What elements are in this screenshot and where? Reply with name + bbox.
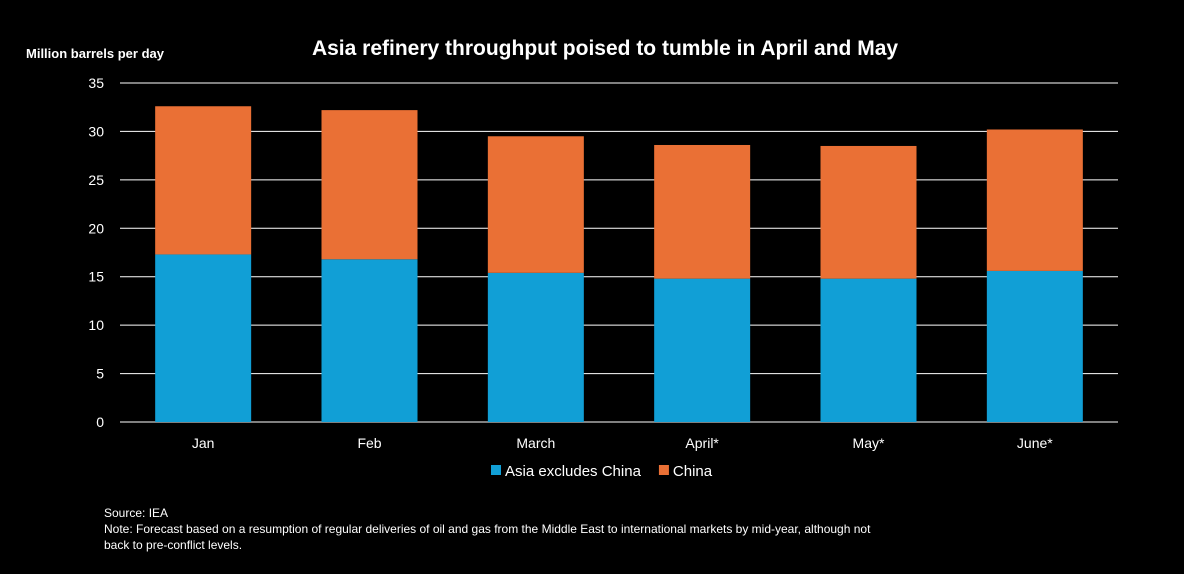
x-tick-label: April* (685, 435, 719, 451)
bar-segment-china (654, 144, 751, 279)
chart-title: Asia refinery throughput poised to tumbl… (312, 37, 898, 60)
bar-segment-asia-ex-china (820, 278, 917, 422)
source-note: Source: IEA (104, 506, 169, 520)
note-line-1: Note: Forecast based on a resumption of … (104, 522, 871, 536)
y-tick-label: 15 (88, 269, 104, 285)
legend-swatch (491, 465, 501, 475)
x-tick-label: May* (853, 435, 885, 451)
footer-notes: Source: IEA Note: Forecast based on a re… (104, 505, 1004, 553)
y-tick-label: 0 (96, 414, 104, 430)
y-axis-ticks: 0 5 10 15 20 25 30 35 (88, 75, 104, 430)
y-tick-label: 35 (88, 75, 104, 91)
bar-segment-china (820, 145, 917, 279)
x-axis-ticks: Jan Feb March April* May* June* (192, 435, 1053, 451)
x-tick-label: Feb (357, 435, 381, 451)
legend-label: Asia excludes China (505, 463, 642, 480)
legend-label: China (673, 463, 713, 480)
bar-segment-asia-ex-china (986, 270, 1083, 422)
bar-segment-asia-ex-china (321, 259, 418, 422)
y-tick-label: 10 (88, 317, 104, 333)
legend-swatch (658, 465, 669, 475)
bar-segment-china (155, 106, 252, 255)
bar-segment-china (487, 136, 584, 273)
y-tick-label: 25 (88, 172, 104, 188)
y-tick-label: 20 (88, 220, 104, 236)
gridlines (120, 82, 1118, 423)
y-tick-label: 30 (88, 123, 104, 139)
bar-segment-asia-ex-china (155, 254, 252, 422)
stacked-bar-chart: Asia refinery throughput poised to tumbl… (26, 37, 1118, 480)
bar-segment-china (321, 110, 418, 260)
note-line-2: back to pre-conflict levels. (104, 538, 243, 552)
y-tick-label: 5 (96, 366, 104, 382)
bar-segment-asia-ex-china (654, 278, 751, 422)
x-tick-label: March (516, 435, 555, 451)
x-tick-label: June* (1017, 435, 1053, 451)
legend: Asia excludes China China (491, 463, 713, 480)
bar-segment-china (986, 129, 1083, 271)
x-tick-label: Jan (192, 435, 215, 451)
bar-segment-asia-ex-china (487, 272, 584, 422)
y-axis-label: Million barrels per day (26, 46, 165, 61)
bars (155, 106, 1083, 422)
